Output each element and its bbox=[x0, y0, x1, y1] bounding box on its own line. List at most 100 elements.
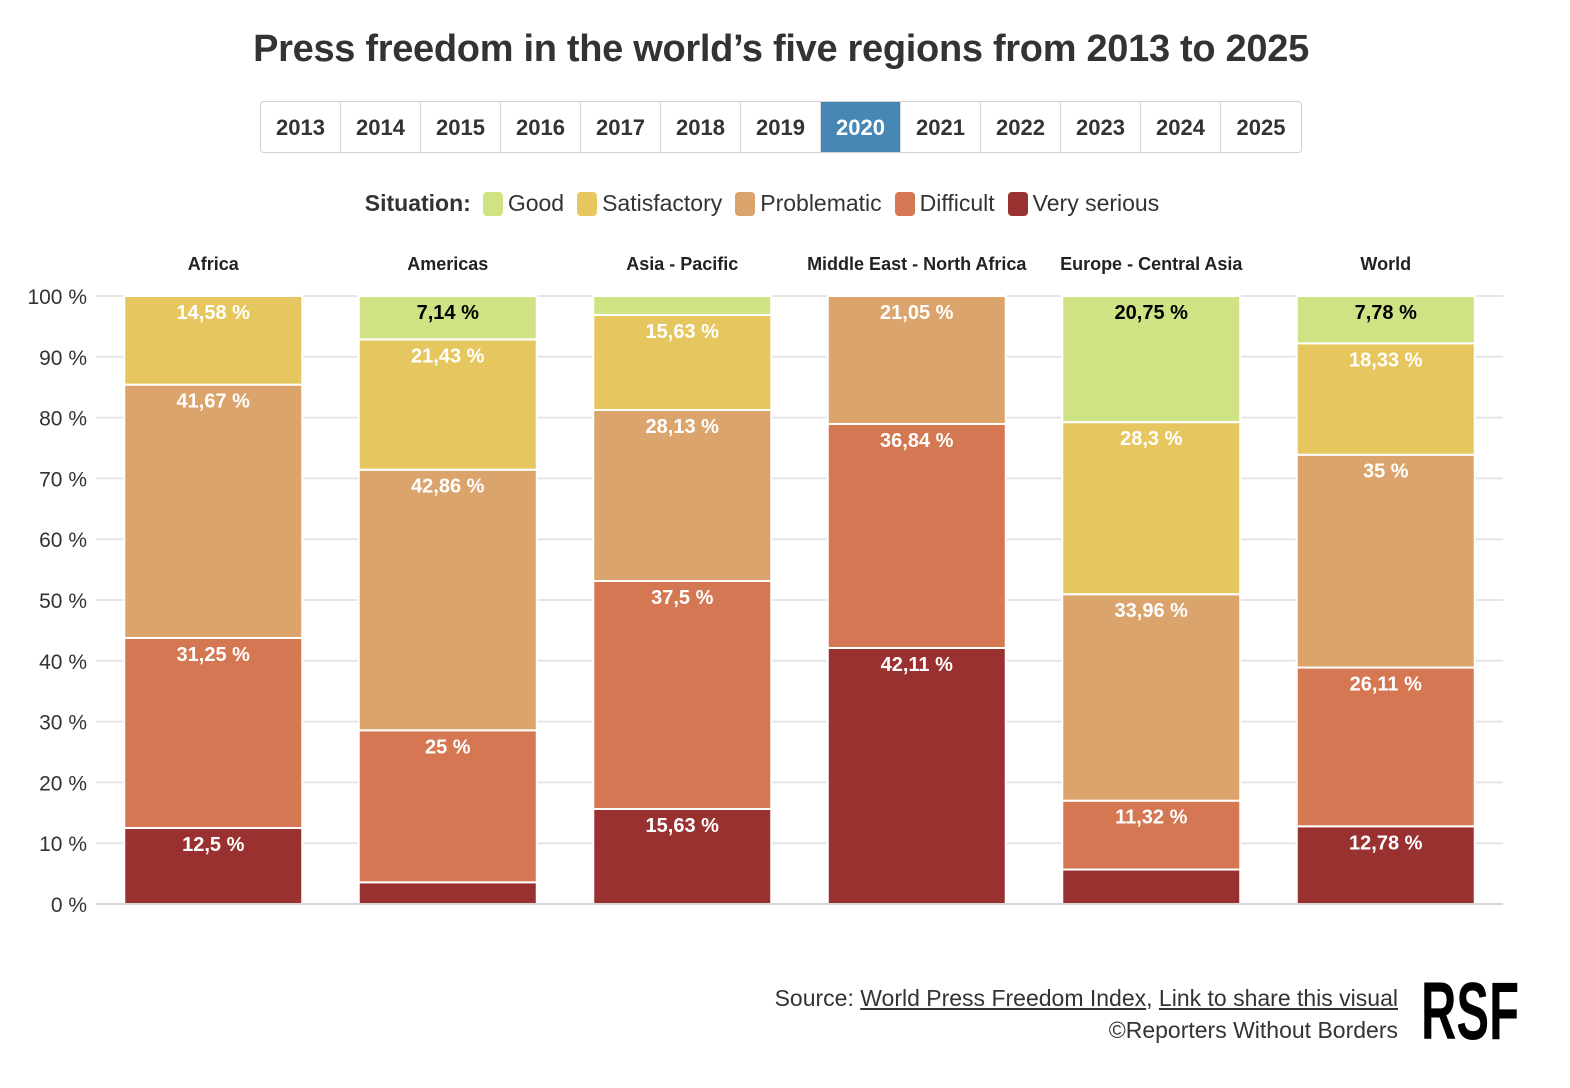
legend-label: Satisfactory bbox=[602, 190, 723, 216]
bar-segment-satisfactory bbox=[357, 338, 538, 471]
legend-label: Very serious bbox=[1032, 190, 1160, 216]
category-label: Asia - Pacific bbox=[626, 254, 738, 274]
data-label: 33,96 % bbox=[1115, 600, 1189, 622]
legend-swatch bbox=[577, 191, 598, 216]
y-tick-label: 100 % bbox=[27, 286, 87, 309]
legend-title: Situation: bbox=[364, 190, 471, 216]
bar-segment-very-serious bbox=[1295, 825, 1476, 906]
legend-swatch bbox=[894, 191, 915, 216]
data-label: 11,32 % bbox=[1115, 807, 1188, 829]
year-tab-2015[interactable]: 2015 bbox=[421, 102, 501, 152]
source-separator: , bbox=[1146, 985, 1159, 1011]
legend-item-difficult[interactable]: Difficult bbox=[894, 190, 995, 217]
year-tab-2014[interactable]: 2014 bbox=[341, 102, 421, 152]
data-label: 21,05 % bbox=[880, 302, 954, 324]
bar-segment-difficult bbox=[592, 579, 773, 810]
data-label: 7,78 % bbox=[1355, 302, 1417, 324]
data-label: 7,14 % bbox=[417, 302, 479, 324]
year-tab-2024[interactable]: 2024 bbox=[1141, 102, 1221, 152]
legend-label: Problematic bbox=[760, 190, 882, 216]
legend-item-good[interactable]: Good bbox=[482, 190, 565, 217]
chart-title: Press freedom in the world’s five region… bbox=[253, 28, 1309, 70]
y-tick-label: 30 % bbox=[39, 712, 87, 735]
year-tab-2021[interactable]: 2021 bbox=[901, 102, 981, 152]
year-selector: 2013 2014 2015 2016 2017 2018 2019 2020 2021 2022… bbox=[260, 101, 1302, 153]
bar-segment-satisfactory bbox=[592, 313, 773, 411]
legend-item-very-serious[interactable]: Very serious bbox=[1007, 190, 1160, 217]
y-tick-label: 90 % bbox=[39, 347, 87, 370]
data-label: 28,13 % bbox=[646, 416, 720, 438]
year-tab-2022[interactable]: 2022 bbox=[981, 102, 1061, 152]
bar-segment-satisfactory bbox=[1295, 342, 1476, 456]
legend-item-satisfactory[interactable]: Satisfactory bbox=[577, 190, 722, 217]
legend-swatch bbox=[1007, 191, 1028, 216]
rsf-logo-text: RSF bbox=[1421, 975, 1519, 1043]
data-label: 31,25 % bbox=[177, 644, 251, 666]
bar-segment-good bbox=[592, 295, 773, 316]
source-prefix: Source: bbox=[774, 985, 861, 1011]
category-label: Africa bbox=[188, 254, 240, 274]
bar-segment-very-serious bbox=[123, 827, 304, 905]
bar-segment-problematic bbox=[826, 295, 1007, 425]
bar-segment-problematic bbox=[1061, 593, 1242, 802]
data-label: 35 % bbox=[1363, 461, 1409, 483]
legend-swatch bbox=[735, 191, 756, 216]
year-tab-2013[interactable]: 2013 bbox=[261, 102, 341, 152]
data-label: 42,11 % bbox=[881, 654, 954, 676]
data-label: 28,3 % bbox=[1120, 428, 1182, 450]
bar-segment-good bbox=[1061, 295, 1242, 424]
bar-segment-difficult bbox=[1061, 799, 1242, 871]
bar-segment-difficult bbox=[123, 637, 304, 829]
data-label: 14,58 % bbox=[177, 302, 251, 324]
bar-segment-problematic bbox=[1295, 453, 1476, 669]
bar-segment-satisfactory bbox=[1061, 421, 1242, 596]
category-label: Middle East - North Africa bbox=[807, 254, 1027, 274]
bar-segment-satisfactory bbox=[123, 295, 304, 386]
data-label: 42,86 % bbox=[411, 476, 485, 498]
year-tab-2018[interactable]: 2018 bbox=[661, 102, 741, 152]
year-tab-2019[interactable]: 2019 bbox=[741, 102, 821, 152]
y-tick-label: 80 % bbox=[39, 408, 87, 431]
bar-segment-difficult bbox=[357, 729, 538, 884]
bar-segment-good bbox=[357, 295, 538, 341]
year-tab-2020[interactable]: 2020 bbox=[821, 102, 901, 152]
rsf-logo: RSF bbox=[1421, 975, 1519, 1043]
copyright: ©Reporters Without Borders bbox=[1108, 1017, 1398, 1043]
data-label: 15,63 % bbox=[646, 815, 720, 837]
data-label: 20,75 % bbox=[1115, 302, 1189, 324]
year-tab-2025[interactable]: 2025 bbox=[1236, 115, 1286, 140]
y-tick-label: 50 % bbox=[39, 590, 87, 613]
year-tab-2016[interactable]: 2016 bbox=[501, 102, 581, 152]
data-label: 25 % bbox=[425, 736, 471, 758]
category-label: Europe - Central Asia bbox=[1060, 254, 1243, 274]
source-link[interactable]: World Press Freedom Index bbox=[860, 985, 1147, 1011]
y-tick-label: 70 % bbox=[39, 468, 87, 491]
share-link[interactable]: Link to share this visual bbox=[1158, 985, 1398, 1011]
year-tab-2023[interactable]: 2023 bbox=[1061, 102, 1141, 152]
data-label: 41,67 % bbox=[177, 391, 251, 413]
bar-segment-problematic bbox=[357, 468, 538, 732]
category-label: Americas bbox=[407, 254, 488, 274]
category-label: World bbox=[1360, 254, 1411, 274]
data-label: 21,43 % bbox=[411, 345, 485, 367]
source-line: Source: World Press Freedom Index, Link … bbox=[775, 982, 1398, 1014]
legend-item-problematic[interactable]: Problematic bbox=[735, 190, 882, 217]
year-tab-2017[interactable]: 2017 bbox=[581, 102, 661, 152]
bar-segment-very-serious bbox=[826, 646, 1007, 905]
bar-segment-difficult bbox=[826, 422, 1007, 649]
legend-swatch bbox=[482, 191, 503, 216]
y-tick-label: 0 % bbox=[51, 894, 87, 917]
legend-label: Good bbox=[507, 190, 565, 216]
bar-segment-good bbox=[1295, 295, 1476, 345]
stacked-bar-chart: 0 % 10 % 20 % 30 % 40 % 50 % 60 % 70 % 80 % 90 % 1… bbox=[27, 254, 1503, 917]
y-tick-label: 10 % bbox=[39, 833, 87, 856]
bar-segment-very-serious bbox=[1061, 868, 1242, 906]
data-label: 12,5 % bbox=[182, 834, 244, 856]
bar-segment-problematic bbox=[123, 383, 304, 639]
legend: Situation: Good Satisfactory Problematic Di… bbox=[0, 190, 1537, 217]
y-tick-label: 20 % bbox=[39, 772, 87, 795]
data-label: 37,5 % bbox=[651, 587, 713, 609]
y-tick-label: 60 % bbox=[39, 529, 87, 552]
data-label: 12,78 % bbox=[1349, 832, 1423, 854]
data-label: 36,84 % bbox=[880, 430, 954, 452]
